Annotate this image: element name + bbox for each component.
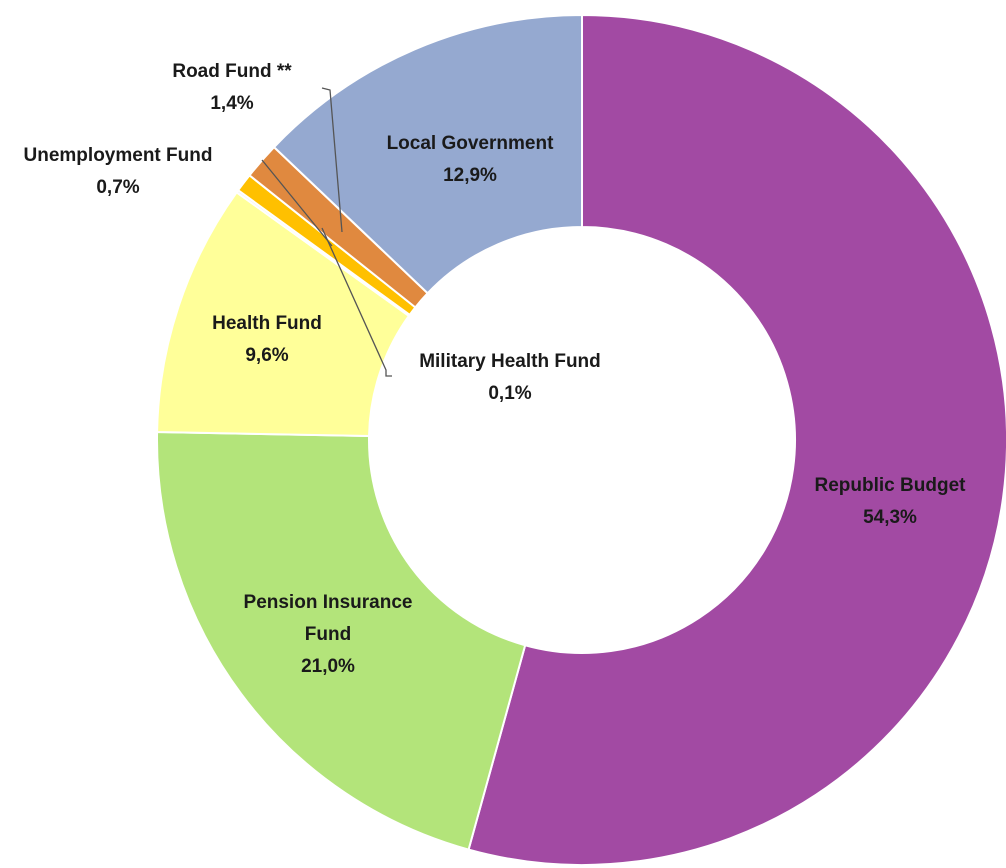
data-label: Health Fund 9,6%	[167, 308, 367, 372]
category-label: Health Fund	[212, 313, 322, 334]
category-label: Local Government	[386, 133, 554, 154]
value-label: 0,7%	[96, 177, 140, 198]
slice	[272, 13, 583, 295]
leader-line	[321, 87, 343, 233]
category-label: Unemployment Fund	[23, 145, 213, 166]
value-label: 0,1%	[488, 383, 532, 404]
slice	[156, 430, 527, 851]
category-label: Road Fund **	[172, 61, 292, 82]
leader-lines	[261, 87, 392, 377]
data-label: Local Government 12,9%	[350, 128, 590, 192]
data-label: Republic Budget 54,3%	[780, 470, 1000, 534]
data-label: Pension Insurance Fund 21,0%	[228, 587, 428, 683]
data-label: Unemployment Fund 0,7%	[0, 140, 238, 204]
leader-line	[321, 227, 392, 377]
data-label: Military Health Fund 0,1%	[380, 346, 640, 410]
category-label: Military Health Fund	[419, 351, 601, 372]
slices	[156, 13, 1006, 866]
data-label: Road Fund ** 1,4%	[132, 56, 332, 120]
category-label: Republic Budget	[814, 475, 966, 496]
slice	[467, 13, 1006, 866]
leader-line	[261, 159, 333, 247]
value-label: 12,9%	[443, 165, 497, 186]
value-label: 9,6%	[245, 345, 289, 366]
value-label: 21,0%	[301, 656, 355, 677]
value-label: 1,4%	[210, 93, 254, 114]
category-label: Pension Insurance Fund	[243, 592, 413, 645]
value-label: 54,3%	[863, 507, 917, 528]
